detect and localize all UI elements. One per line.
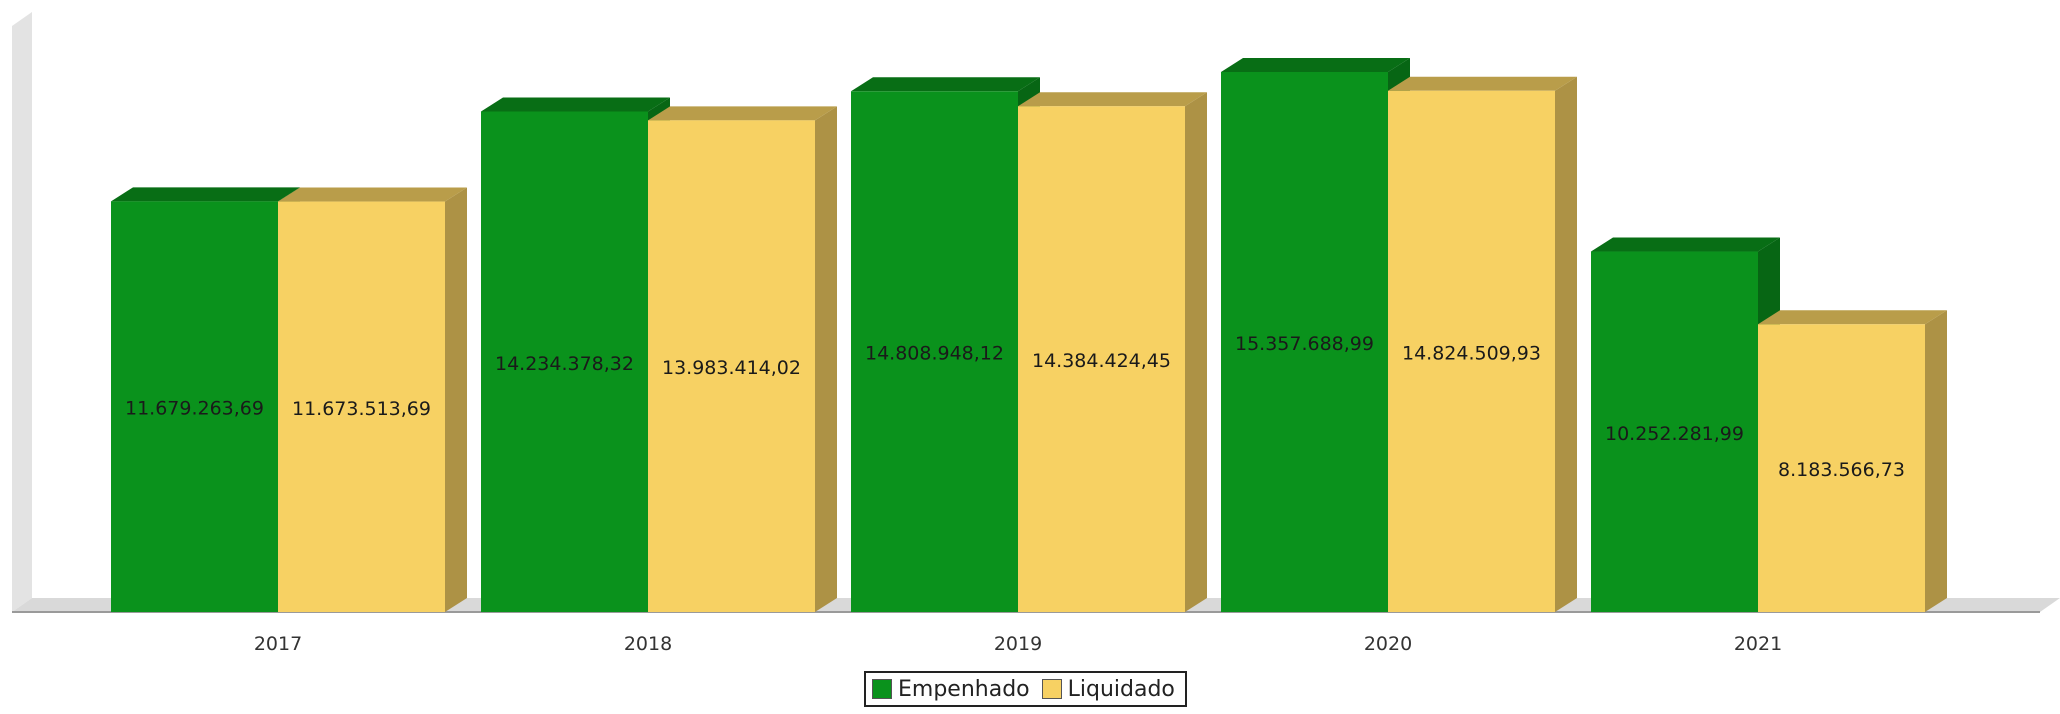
data-label-1-2021: 10.252.281,99 — [1605, 423, 1744, 445]
data-label-1-2020: 15.357.688,99 — [1235, 333, 1374, 355]
bar-top — [1221, 58, 1410, 72]
chart-x-ticks: 2017 2018 2019 2020 2021 — [254, 633, 1782, 655]
chart-bars — [111, 58, 1947, 612]
bar-side — [1555, 77, 1577, 612]
data-label-2-2017: 11.673.513,69 — [292, 398, 431, 420]
data-label-2-2019: 14.384.424,45 — [1032, 350, 1171, 372]
x-tick-2019: 2019 — [994, 633, 1042, 655]
x-tick-2021: 2021 — [1734, 633, 1782, 655]
x-tick-2018: 2018 — [624, 633, 672, 655]
bar-top — [111, 187, 300, 201]
bar-top — [851, 77, 1040, 91]
data-label-2-2018: 13.983.414,02 — [662, 357, 801, 379]
bar-top — [481, 98, 670, 112]
chart-back-wall — [12, 12, 32, 612]
bar-side — [1925, 310, 1947, 612]
x-tick-2017: 2017 — [254, 633, 302, 655]
legend-label-series-1: Empenhado — [898, 677, 1030, 702]
bar-top — [1591, 238, 1780, 252]
data-label-1-2018: 14.234.378,32 — [495, 353, 634, 375]
legend-item-series-2: Liquidado — [1042, 677, 1175, 702]
legend-swatch-series-2 — [1042, 679, 1062, 699]
bar-side — [815, 106, 837, 612]
bar-side — [445, 188, 467, 612]
data-label-1-2019: 14.808.948,12 — [865, 343, 1004, 365]
bar-side — [1185, 92, 1207, 612]
bar-top — [278, 188, 467, 202]
legend-item-series-1: Empenhado — [872, 677, 1030, 702]
bar-top — [1388, 77, 1577, 91]
data-label-2-2021: 8.183.566,73 — [1778, 459, 1905, 481]
bar-top — [648, 106, 837, 120]
bar-top — [1018, 92, 1207, 106]
bar-top — [1758, 310, 1947, 324]
legend: Empenhado Liquidado — [864, 671, 1187, 707]
x-tick-2020: 2020 — [1364, 633, 1412, 655]
data-label-2-2020: 14.824.509,93 — [1402, 342, 1541, 364]
legend-swatch-series-1 — [872, 679, 892, 699]
data-label-1-2017: 11.679.263,69 — [125, 398, 264, 420]
legend-label-series-2: Liquidado — [1068, 677, 1175, 702]
